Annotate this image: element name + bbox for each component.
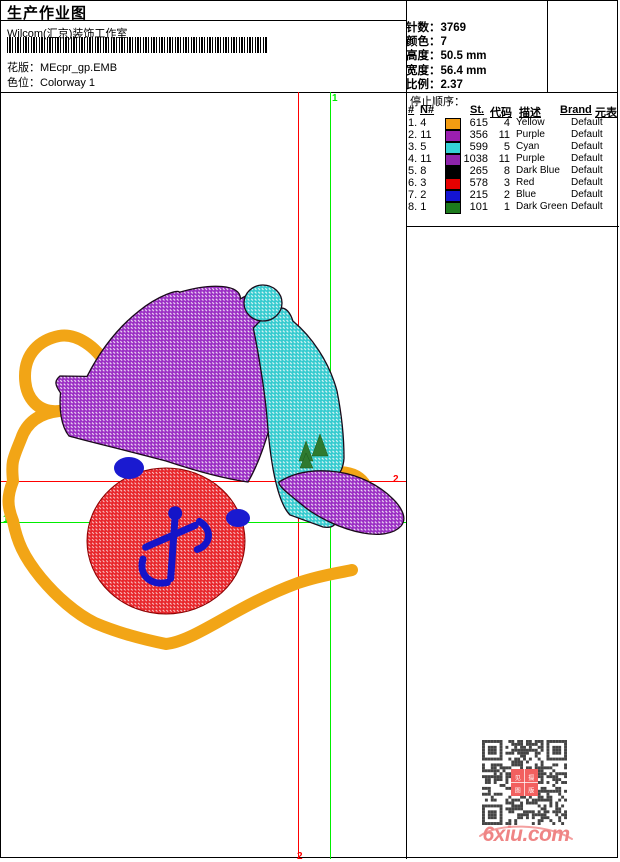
svg-text:图: 图 xyxy=(515,788,521,795)
svg-text:摄: 摄 xyxy=(528,774,534,782)
svg-text:见: 见 xyxy=(515,775,521,782)
svg-text:版: 版 xyxy=(528,787,534,795)
